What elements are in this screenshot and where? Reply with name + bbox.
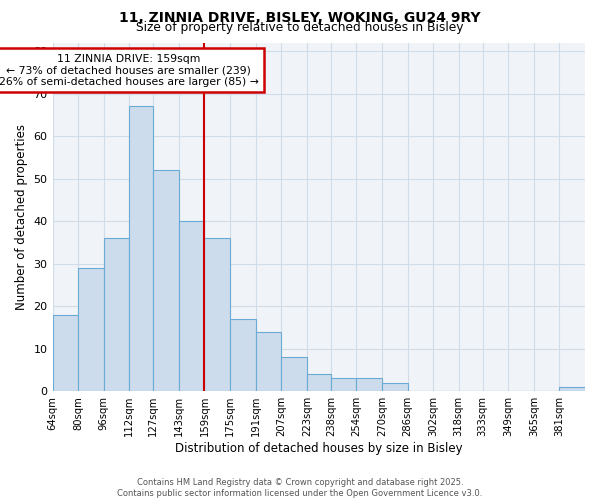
Bar <box>205 238 230 391</box>
Text: Size of property relative to detached houses in Bisley: Size of property relative to detached ho… <box>136 22 464 35</box>
Bar <box>256 332 281 391</box>
Bar <box>281 357 307 391</box>
Bar <box>559 387 585 391</box>
Text: Contains HM Land Registry data © Crown copyright and database right 2025.
Contai: Contains HM Land Registry data © Crown c… <box>118 478 482 498</box>
Bar <box>230 319 256 391</box>
Bar <box>356 378 382 391</box>
Bar <box>382 382 407 391</box>
Bar <box>307 374 331 391</box>
Y-axis label: Number of detached properties: Number of detached properties <box>15 124 28 310</box>
Bar <box>104 238 129 391</box>
Text: 11 ZINNIA DRIVE: 159sqm
← 73% of detached houses are smaller (239)
26% of semi-d: 11 ZINNIA DRIVE: 159sqm ← 73% of detache… <box>0 54 259 86</box>
X-axis label: Distribution of detached houses by size in Bisley: Distribution of detached houses by size … <box>175 442 463 455</box>
Bar <box>331 378 356 391</box>
Bar <box>53 314 78 391</box>
Bar <box>78 268 104 391</box>
Bar <box>129 106 153 391</box>
Bar <box>153 170 179 391</box>
Text: 11, ZINNIA DRIVE, BISLEY, WOKING, GU24 9RY: 11, ZINNIA DRIVE, BISLEY, WOKING, GU24 9… <box>119 11 481 25</box>
Bar <box>179 221 205 391</box>
